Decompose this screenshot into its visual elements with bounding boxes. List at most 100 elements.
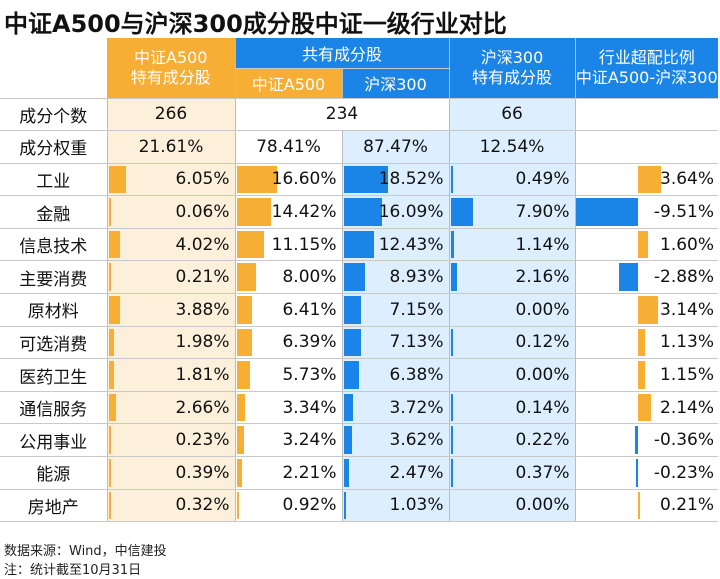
header-hs300-only-line2: 特有成分股 xyxy=(472,67,553,87)
header-common-a500: 中证A500 xyxy=(234,68,342,99)
data-bar xyxy=(450,426,453,455)
industry-row: 房地产 0.32% 0.92% 1.03% 0.00% 0.21% xyxy=(0,489,719,523)
industry-label: 医药卫生 xyxy=(0,358,107,392)
data-bar xyxy=(450,263,457,292)
data-bar xyxy=(635,459,638,487)
value-cell: 2.66% xyxy=(106,391,235,425)
value-label: 0.22% xyxy=(515,430,570,451)
value-cell: 3.64% xyxy=(574,163,719,197)
value-label: 12.43% xyxy=(378,234,444,255)
value-label: 7.90% xyxy=(515,202,570,223)
value-cell: 2.21% xyxy=(234,456,342,490)
data-bar xyxy=(236,296,253,324)
value-cell: 0.14% xyxy=(448,391,576,425)
value-cell: 2.47% xyxy=(341,456,450,490)
weight-label: 成分权重 xyxy=(0,130,107,164)
value-label: 3.24% xyxy=(282,430,337,451)
value-label: -2.88% xyxy=(653,267,715,288)
value-label: -9.51% xyxy=(653,202,715,223)
data-bar xyxy=(343,263,366,292)
count-common: 234 xyxy=(234,98,450,132)
value-cell: 6.38% xyxy=(341,358,450,392)
value-cell: 14.42% xyxy=(234,195,342,229)
data-bar xyxy=(108,263,111,292)
data-bar xyxy=(637,361,645,389)
data-bar xyxy=(343,361,359,389)
header-overweight-line2: 中证A500-沪深300 xyxy=(575,67,718,87)
value-cell: 0.21% xyxy=(106,260,235,295)
row-weight: 成分权重 21.61% 78.41% 87.47% 12.54% xyxy=(0,130,719,164)
header-a500-only-line2: 特有成分股 xyxy=(130,67,211,87)
value-label: 3.88% xyxy=(175,299,230,320)
value-label: 0.00% xyxy=(515,495,570,516)
value-cell: 18.52% xyxy=(341,163,450,197)
value-cell: -0.36% xyxy=(574,423,719,458)
value-label: 2.47% xyxy=(389,462,444,483)
value-label: 1.03% xyxy=(389,495,444,516)
value-cell: 0.00% xyxy=(448,293,576,327)
data-bar xyxy=(236,230,264,259)
value-cell: 2.14% xyxy=(574,391,719,425)
value-label: 2.14% xyxy=(660,397,715,418)
value-cell: 0.92% xyxy=(234,489,342,523)
header-common: 共有成分股 xyxy=(234,38,450,69)
value-label: 0.37% xyxy=(515,462,570,483)
value-cell: -9.51% xyxy=(574,195,719,229)
count-a500-only: 266 xyxy=(106,98,235,132)
data-bar xyxy=(637,296,658,324)
value-cell: 0.21% xyxy=(574,489,719,523)
value-label: 7.15% xyxy=(389,299,444,320)
industry-row: 主要消费 0.21% 8.00% 8.93% 2.16% -2.88% xyxy=(0,260,719,295)
data-bar xyxy=(450,230,454,259)
data-bar xyxy=(108,230,121,259)
value-cell: 6.05% xyxy=(106,163,235,197)
value-label: 0.32% xyxy=(175,495,230,516)
value-label: 6.38% xyxy=(389,365,444,386)
value-cell: 16.09% xyxy=(341,195,450,229)
weight-hs300-only: 12.54% xyxy=(448,130,576,164)
value-label: 6.39% xyxy=(282,332,337,353)
data-bar xyxy=(450,165,453,194)
industry-label: 房地产 xyxy=(0,489,107,523)
data-bar xyxy=(635,426,638,455)
value-label: 2.16% xyxy=(515,267,570,288)
value-label: 18.52% xyxy=(378,169,444,190)
data-bar xyxy=(236,393,245,422)
row-count: 成分个数 266 234 66 xyxy=(0,98,719,132)
data-bar xyxy=(637,393,652,422)
date-note: 注：统计截至10月31日 xyxy=(4,563,142,578)
value-cell: 1.60% xyxy=(574,228,719,262)
value-label: 1.15% xyxy=(660,365,715,386)
value-label: 0.00% xyxy=(515,299,570,320)
data-bar xyxy=(108,296,120,324)
count-overweight-blank xyxy=(574,98,719,132)
industry-label: 金融 xyxy=(0,195,107,229)
value-cell: 8.93% xyxy=(341,260,450,295)
value-cell: 1.81% xyxy=(106,358,235,392)
value-cell: 3.88% xyxy=(106,293,235,327)
value-label: 0.21% xyxy=(660,495,715,516)
value-label: 0.21% xyxy=(175,267,230,288)
data-bar xyxy=(637,491,640,520)
data-bar xyxy=(343,393,353,422)
value-label: 8.93% xyxy=(389,267,444,288)
value-label: 0.12% xyxy=(515,332,570,353)
value-label: 8.00% xyxy=(282,267,337,288)
value-cell: 7.13% xyxy=(341,326,450,360)
weight-a500-only: 21.61% xyxy=(106,130,235,164)
value-label: 1.81% xyxy=(175,365,230,386)
data-bar xyxy=(236,459,242,487)
value-label: 1.14% xyxy=(515,234,570,255)
value-label: 0.49% xyxy=(515,169,570,190)
value-cell: 6.41% xyxy=(234,293,342,327)
value-cell: 0.06% xyxy=(106,195,235,229)
data-bar xyxy=(618,263,638,292)
data-bar xyxy=(108,361,114,389)
industry-row: 公用事业 0.23% 3.24% 3.62% 0.22% -0.36% xyxy=(0,423,719,458)
header-blank xyxy=(0,38,107,99)
value-label: -0.23% xyxy=(653,462,715,483)
value-label: 3.62% xyxy=(389,430,444,451)
data-bar xyxy=(343,230,374,259)
value-cell: 0.39% xyxy=(106,456,235,490)
value-cell: 1.15% xyxy=(574,358,719,392)
